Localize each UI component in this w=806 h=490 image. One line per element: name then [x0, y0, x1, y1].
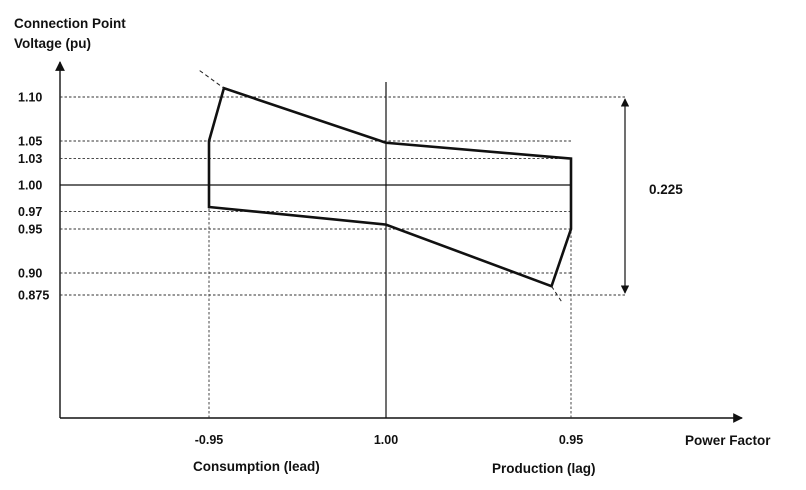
range-annotation-label: 0.225	[649, 182, 683, 197]
y-tick-label: 0.97	[18, 205, 42, 219]
x-tick-label: 1.00	[374, 433, 398, 447]
y-tick-label: 1.03	[18, 152, 42, 166]
y-tick-label: 1.10	[18, 91, 42, 105]
y-axis-title-line1: Connection Point	[14, 16, 126, 31]
envelope-extension	[551, 285, 562, 302]
envelope-extension	[199, 70, 225, 89]
y-tick-label: 0.875	[18, 289, 49, 303]
y-tick-label: 0.95	[18, 223, 42, 237]
x-axis-title: Power Factor	[685, 433, 771, 448]
diagram-marks: 1.10 1.05 1.03 1.00 0.97 0.95 0.90 0.875 -0.95 1.…	[18, 70, 630, 447]
y-tick-label: 1.05	[18, 135, 42, 149]
y-tick-label: 0.90	[18, 267, 42, 281]
production-label: Production (lag)	[492, 461, 596, 476]
x-tick-label: 0.95	[559, 433, 583, 447]
y-axis-title-line2: Voltage (pu)	[14, 36, 91, 51]
y-tick-label: 1.00	[18, 179, 42, 193]
x-tick-label: -0.95	[195, 433, 224, 447]
consumption-label: Consumption (lead)	[193, 459, 320, 474]
voltage-envelope	[207, 86, 573, 288]
